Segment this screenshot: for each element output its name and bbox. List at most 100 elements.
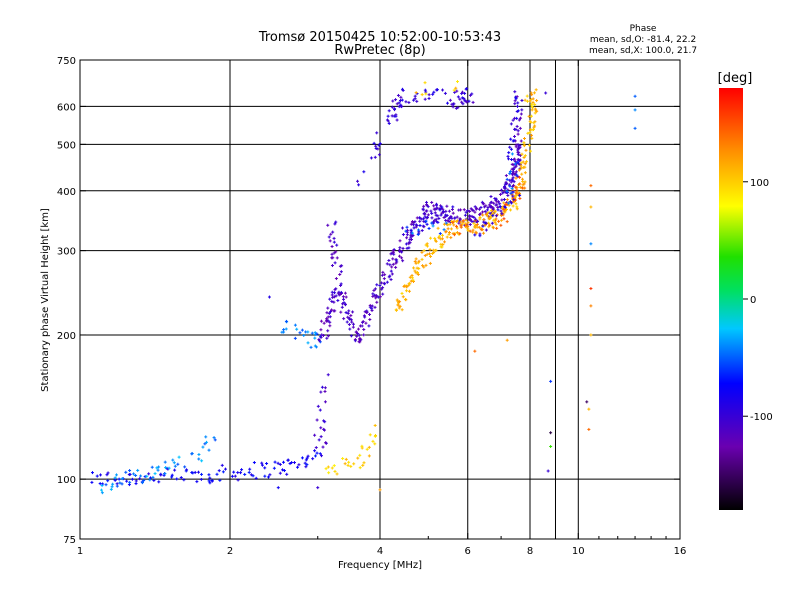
data-point: [589, 242, 593, 246]
data-point: [207, 448, 211, 452]
data-point: [212, 436, 216, 440]
data-point: [502, 197, 506, 201]
data-point: [254, 476, 258, 480]
data-point: [118, 481, 122, 485]
data-point: [461, 219, 465, 223]
data-point: [471, 100, 475, 104]
data-point: [508, 200, 512, 204]
data-point: [389, 269, 393, 273]
x-tick-label: 6: [465, 546, 471, 557]
data-point: [381, 270, 385, 274]
data-point: [512, 198, 516, 202]
data-point: [517, 162, 521, 166]
data-point: [398, 254, 402, 258]
data-point: [481, 213, 485, 217]
data-point: [344, 311, 348, 315]
data-point: [512, 163, 516, 167]
data-point: [157, 480, 161, 484]
data-point: [427, 93, 431, 97]
data-point: [293, 336, 297, 340]
data-point: [463, 213, 467, 217]
data-point: [207, 473, 211, 477]
data-point: [293, 323, 297, 327]
data-point: [390, 114, 394, 118]
data-point: [468, 218, 472, 222]
data-point: [306, 330, 310, 334]
data-point: [323, 428, 327, 432]
data-point: [429, 236, 433, 240]
data-point: [342, 301, 346, 305]
data-point: [282, 330, 286, 334]
data-point: [288, 462, 292, 466]
data-point: [434, 248, 438, 252]
data-point: [530, 93, 534, 97]
data-point: [117, 477, 121, 481]
data-point: [426, 205, 430, 209]
data-point: [322, 427, 326, 431]
data-point: [464, 210, 468, 214]
data-point: [470, 208, 474, 212]
data-point: [499, 214, 503, 218]
data-point: [400, 250, 404, 254]
data-point: [247, 470, 251, 474]
data-point: [448, 216, 452, 220]
data-point: [404, 229, 408, 233]
data-point: [399, 103, 403, 107]
data-point: [515, 173, 519, 177]
data-point: [346, 315, 350, 319]
data-point: [329, 232, 333, 236]
data-point: [523, 162, 527, 166]
data-point: [438, 208, 442, 212]
data-point: [494, 197, 498, 201]
data-point: [450, 216, 454, 220]
data-point: [499, 209, 503, 213]
data-point: [514, 170, 518, 174]
data-point: [387, 109, 391, 113]
data-point: [511, 188, 515, 192]
data-point: [375, 283, 379, 287]
data-point: [500, 188, 504, 192]
data-point: [434, 239, 438, 243]
data-point: [344, 295, 348, 299]
data-point: [260, 463, 264, 467]
x-tick-label: 1: [77, 546, 83, 557]
data-point: [378, 295, 382, 299]
data-point: [398, 99, 402, 103]
data-point: [159, 472, 163, 476]
data-point: [589, 333, 593, 337]
data-point: [205, 440, 209, 444]
data-point: [349, 334, 353, 338]
data-point: [514, 202, 518, 206]
data-point: [105, 473, 109, 477]
data-point: [459, 220, 463, 224]
data-point: [505, 189, 509, 193]
data-point: [513, 160, 517, 164]
data-point: [416, 272, 420, 276]
data-point: [290, 461, 294, 465]
data-point: [400, 308, 404, 312]
data-point: [474, 217, 478, 221]
data-point: [510, 193, 514, 197]
data-point: [278, 471, 282, 475]
data-point: [113, 478, 117, 482]
data-point: [368, 305, 372, 309]
data-point: [466, 209, 470, 213]
data-point: [529, 97, 533, 101]
data-point: [503, 203, 507, 207]
data-point: [514, 191, 518, 195]
data-point: [408, 275, 412, 279]
data-point: [334, 287, 338, 291]
data-point: [423, 88, 427, 92]
data-point: [404, 242, 408, 246]
data-point: [516, 143, 520, 147]
data-point: [525, 160, 529, 164]
data-point: [339, 310, 343, 314]
data-point: [408, 241, 412, 245]
data-point: [533, 111, 537, 115]
data-point: [156, 468, 160, 472]
data-point: [428, 261, 432, 265]
data-point: [409, 279, 413, 283]
data-point: [337, 293, 341, 297]
data-point: [339, 270, 343, 274]
data-point: [452, 88, 456, 92]
